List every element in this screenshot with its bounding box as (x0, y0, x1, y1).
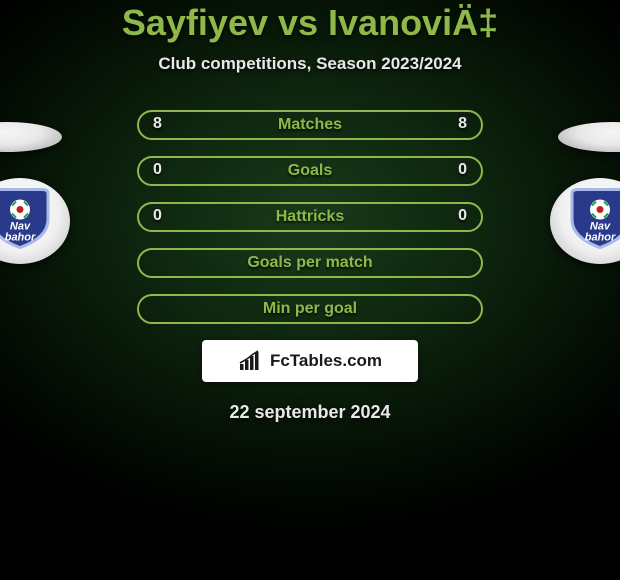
stat-label: Matches (278, 116, 342, 134)
stats-container: 8 Matches 8 0 Goals 0 0 Hattricks 0 Goal… (137, 110, 483, 324)
page-title: Sayfiyev vs IvanoviÄ‡ (122, 2, 498, 44)
stat-label: Min per goal (263, 300, 357, 318)
stat-label: Goals (288, 162, 332, 180)
stat-left-value: 0 (153, 161, 162, 179)
stat-label: Hattricks (276, 208, 344, 226)
date-text: 22 september 2024 (229, 402, 390, 423)
stat-left-value: 0 (153, 207, 162, 225)
club-badge-left: Nav bahor (0, 178, 70, 264)
bar-chart-icon (238, 350, 264, 372)
shield-icon: Nav bahor (568, 188, 620, 250)
shield-dot (597, 206, 604, 213)
stat-right-value: 8 (458, 115, 467, 133)
stat-row-goals-per-match: Goals per match (137, 248, 483, 278)
shield-text2: bahor (585, 232, 616, 244)
stat-row-hattricks: 0 Hattricks 0 (137, 202, 483, 232)
stat-label: Goals per match (247, 254, 372, 272)
player-left-disc (0, 122, 62, 152)
stat-left-value: 8 (153, 115, 162, 133)
page-subtitle: Club competitions, Season 2023/2024 (158, 54, 461, 74)
stat-row-goals: 0 Goals 0 (137, 156, 483, 186)
stat-right-value: 0 (458, 207, 467, 225)
stat-row-matches: 8 Matches 8 (137, 110, 483, 140)
shield-dot (17, 206, 24, 213)
shield-icon: Nav bahor (0, 188, 52, 250)
attribution-text: FcTables.com (270, 351, 382, 371)
player-right-disc (558, 122, 620, 152)
stat-row-min-per-goal: Min per goal (137, 294, 483, 324)
content-wrapper: Sayfiyev vs IvanoviÄ‡ Club competitions,… (0, 0, 620, 423)
attribution-box: FcTables.com (202, 340, 418, 382)
stat-right-value: 0 (458, 161, 467, 179)
club-badge-right: Nav bahor (550, 178, 620, 264)
shield-text2: bahor (5, 232, 36, 244)
